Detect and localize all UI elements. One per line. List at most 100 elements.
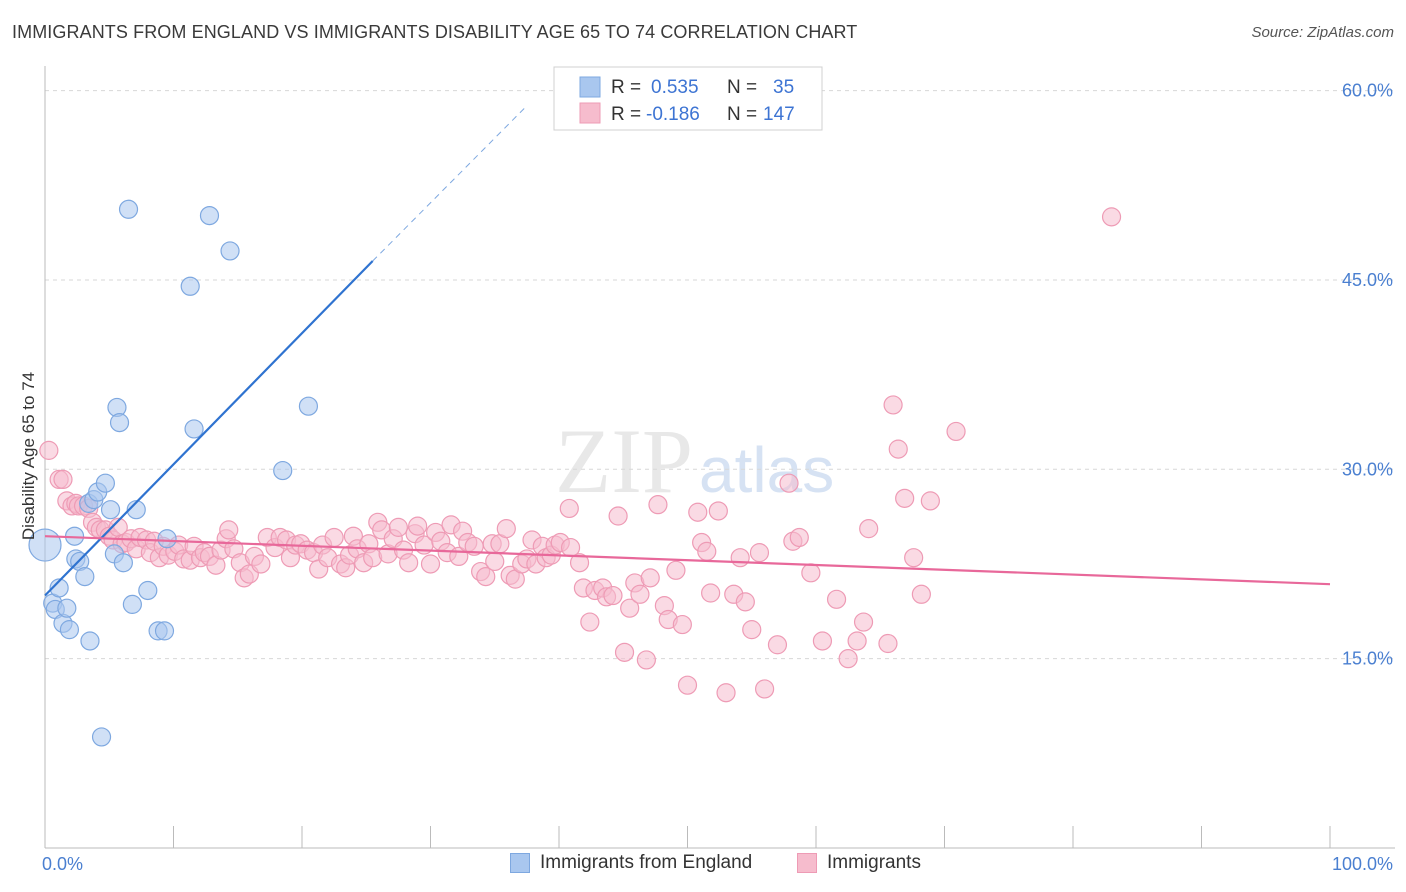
data-point (636, 650, 656, 670)
series-immigrants-from-england (28, 199, 319, 747)
trend-line (44, 260, 374, 597)
data-point (920, 491, 940, 511)
data-point (184, 419, 204, 439)
data-point (59, 620, 80, 640)
data-point (1101, 207, 1122, 227)
data-point (569, 553, 590, 573)
data-point (154, 621, 175, 641)
data-point (801, 563, 821, 583)
data-point (80, 631, 100, 651)
data-point (853, 612, 874, 632)
data-point (220, 241, 240, 261)
data-point (789, 527, 809, 548)
data-point (878, 633, 898, 654)
data-point (767, 635, 788, 655)
data-point (75, 567, 95, 587)
data-point (126, 500, 146, 520)
legend-r-value: 0.535 (651, 77, 699, 98)
data-point (485, 551, 505, 572)
data-point (113, 553, 133, 573)
correlation-legend: R = 0.535 N = 35 R = -0.186 N = 147 (553, 66, 823, 131)
data-point (826, 589, 847, 609)
data-point (779, 473, 799, 493)
trend-lines (44, 105, 1331, 597)
series-legend: Immigrants from England Immigrants (0, 852, 1406, 878)
data-point (100, 500, 121, 520)
data-point (749, 543, 770, 563)
legend-n-label: N = (727, 77, 757, 98)
data-point (614, 642, 635, 662)
data-point (640, 568, 660, 588)
data-point (708, 501, 728, 521)
y-tick-label: 45.0% (1342, 270, 1393, 290)
data-point (630, 584, 650, 604)
data-point (580, 612, 600, 632)
data-point (199, 205, 220, 226)
data-point (388, 517, 408, 537)
data-point (39, 440, 59, 460)
data-point (859, 519, 879, 539)
data-point (742, 620, 762, 640)
data-point (883, 395, 903, 415)
data-point (122, 594, 142, 614)
x-tick-label: 0.0% (42, 854, 83, 874)
data-point (109, 413, 130, 433)
data-point (399, 553, 419, 573)
data-point (688, 502, 708, 522)
data-point (298, 396, 319, 416)
legend-r-label: R = (611, 77, 641, 98)
y-tick-label: 30.0% (1342, 459, 1393, 479)
data-point (476, 567, 496, 587)
legend-swatch-blue (579, 76, 601, 98)
data-point (697, 541, 717, 561)
data-point (324, 527, 344, 548)
data-point (648, 495, 668, 515)
data-point (603, 585, 623, 606)
data-point (408, 516, 428, 536)
data-point (677, 675, 698, 695)
data-point (730, 548, 750, 568)
legend-r-value: -0.186 (646, 104, 700, 125)
data-point (701, 583, 721, 603)
data-point (838, 649, 858, 669)
data-point (219, 520, 239, 540)
legend-swatch-blue (510, 853, 530, 873)
legend-swatch-pink (579, 102, 601, 124)
data-point (895, 488, 915, 508)
data-point (812, 631, 833, 651)
data-point (49, 578, 69, 598)
data-point (946, 421, 966, 442)
data-point (847, 631, 867, 651)
trend-line (44, 535, 1331, 586)
y-axis-title: Disability Age 65 to 74 (19, 372, 38, 540)
tick-labels: 15.0% 30.0% 45.0% 60.0% 0.0% 100.0% (42, 81, 1393, 874)
legend-swatch-pink (797, 853, 817, 873)
legend-label: Immigrants (827, 852, 921, 873)
data-point (157, 529, 177, 549)
data-point (95, 473, 115, 493)
data-point (620, 598, 640, 618)
data-point (180, 276, 200, 296)
watermark-zip: ZIP (555, 410, 693, 512)
legend-n-label: N = (727, 104, 757, 125)
y-tick-label: 15.0% (1342, 649, 1393, 669)
data-point (559, 498, 579, 519)
data-point (672, 614, 692, 635)
data-point (118, 199, 139, 219)
y-tick-label: 60.0% (1342, 81, 1393, 101)
source-label: Source: ZipAtlas.com (1251, 24, 1394, 41)
data-point (735, 592, 755, 612)
legend-n-value: 35 (773, 77, 794, 98)
data-point (666, 560, 686, 580)
data-point (273, 460, 293, 481)
data-point (911, 584, 931, 604)
data-point (716, 683, 736, 703)
legend-item-immigrants-from-england: Immigrants from England (510, 852, 752, 874)
trend-line-extension (372, 105, 528, 262)
data-point (496, 519, 516, 539)
legend-item-immigrants: Immigrants (797, 852, 921, 874)
series-immigrants (39, 207, 1122, 703)
watermark-atlas: atlas (699, 434, 834, 506)
x-tick-label: 100.0% (1332, 854, 1393, 874)
